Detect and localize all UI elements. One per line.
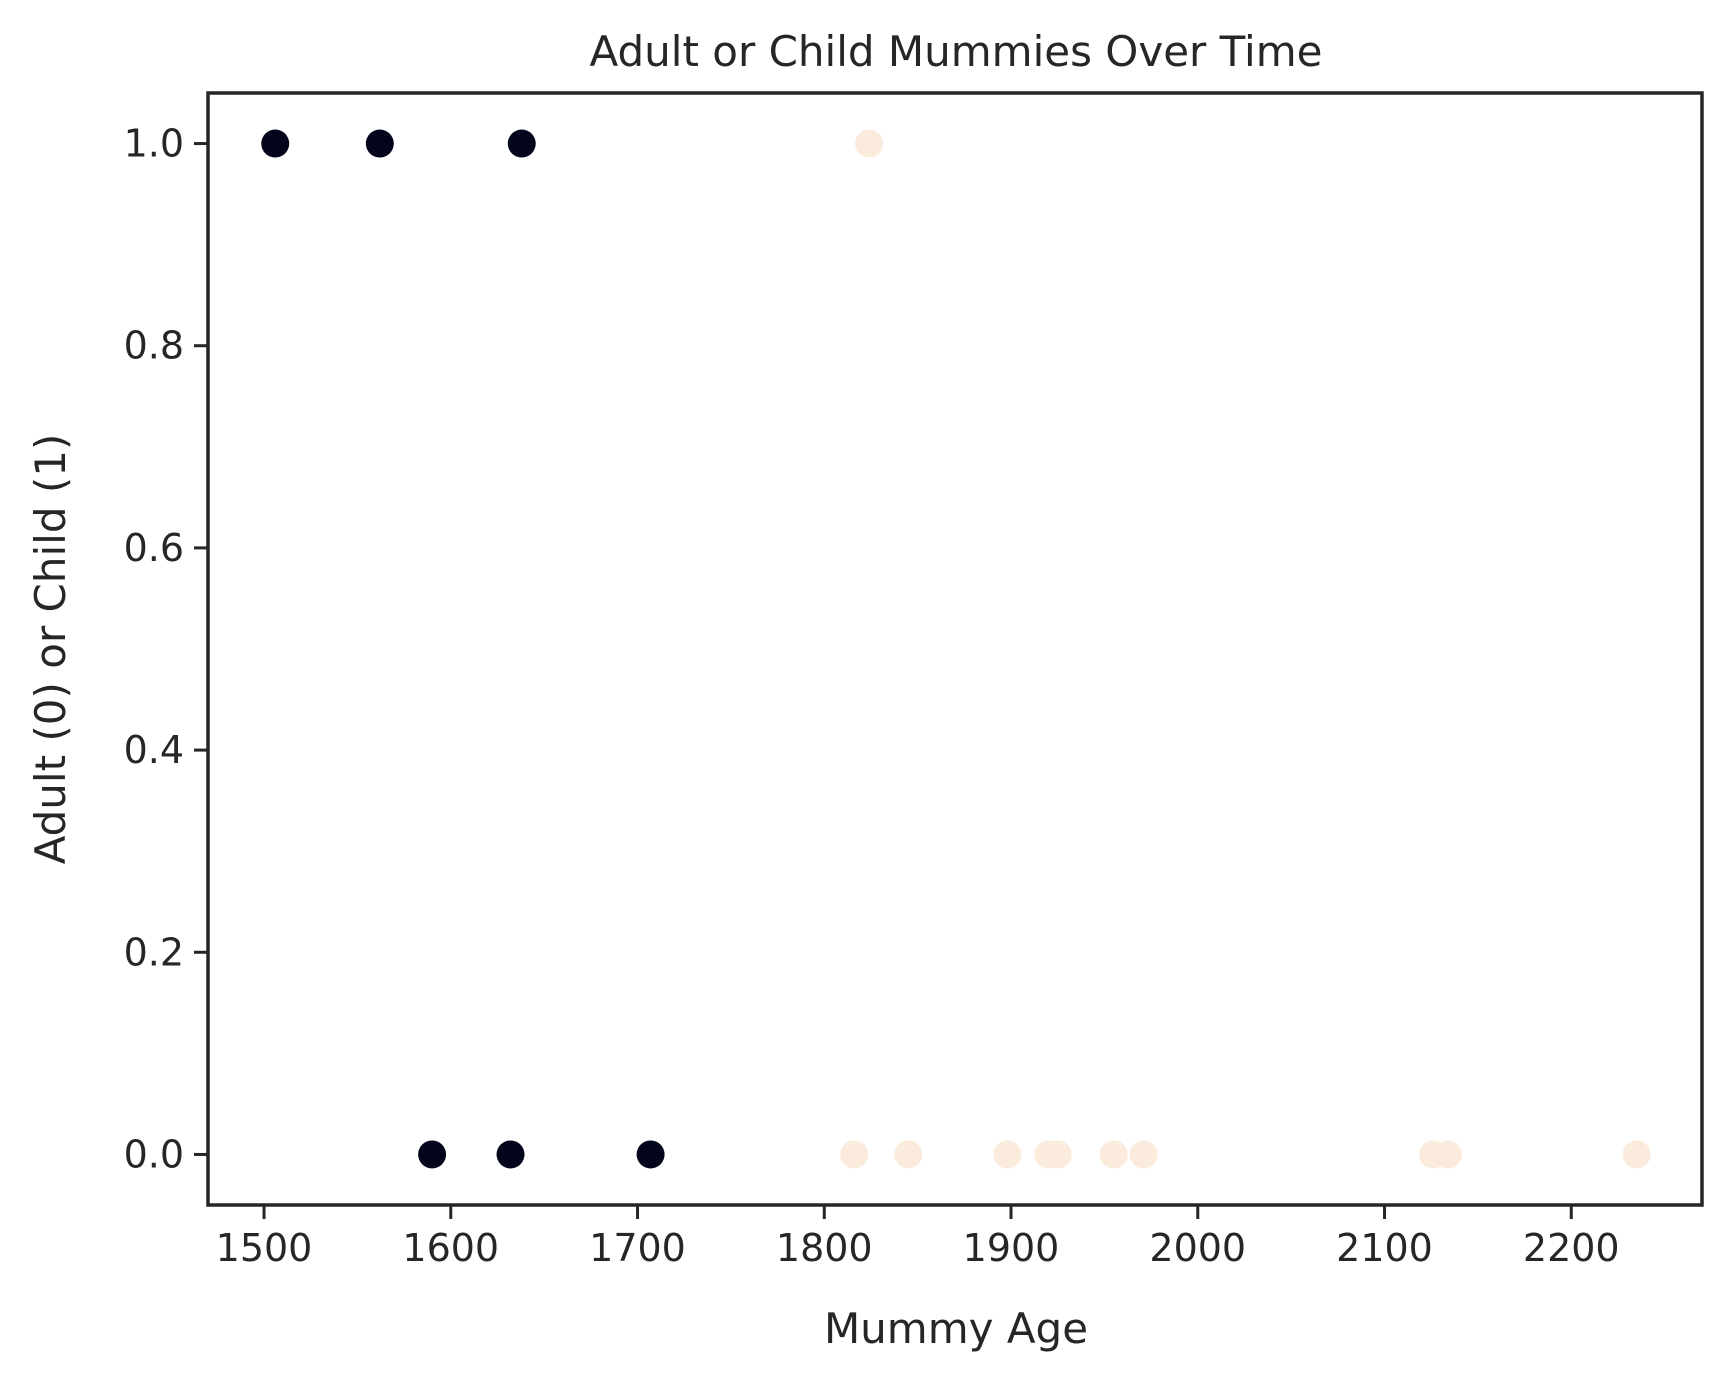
x-tick-label: 1900 (963, 1226, 1060, 1270)
x-tick-label: 2000 (1149, 1226, 1246, 1270)
data-point-s1-2 (894, 1140, 923, 1169)
data-point-s0-2 (507, 129, 536, 158)
y-tick-label: 0.8 (124, 324, 184, 368)
y-tick-label: 0.4 (124, 728, 184, 772)
y-axis: 0.0 0.2 0.4 0.6 0.8 1.0 (124, 122, 208, 1176)
data-point-s1-5 (1043, 1140, 1072, 1169)
x-tick-label: 1700 (589, 1226, 686, 1270)
data-point-s0-5 (636, 1140, 665, 1169)
data-point-s0-1 (365, 129, 394, 158)
x-tick-label: 1600 (402, 1226, 499, 1270)
y-axis-label: Adult (0) or Child (1) (26, 434, 75, 865)
data-point-s0-3 (418, 1140, 447, 1169)
x-tick-label: 1800 (776, 1226, 873, 1270)
data-point-s0-4 (496, 1140, 525, 1169)
x-tick-label: 2200 (1523, 1226, 1620, 1270)
data-point-s1-3 (993, 1140, 1022, 1169)
y-tick-label: 0.2 (124, 930, 184, 974)
data-point-s0-0 (261, 129, 290, 158)
data-points (261, 129, 1651, 1169)
y-tick-label: 0.0 (124, 1132, 184, 1176)
plot-area (206, 91, 1704, 1207)
x-axis: 1500 1600 1700 1800 1900 2000 2100 2200 (216, 1205, 1620, 1270)
data-point-s1-10 (1622, 1140, 1651, 1169)
data-point-s1-9 (1434, 1140, 1463, 1169)
x-axis-label: Mummy Age (824, 1304, 1088, 1353)
y-tick-label: 1.0 (124, 122, 184, 166)
data-point-s1-0 (855, 129, 884, 158)
x-tick-label: 1500 (216, 1226, 313, 1270)
data-point-s1-6 (1099, 1140, 1128, 1169)
y-tick-label: 0.6 (124, 526, 184, 570)
data-point-s1-1 (840, 1140, 869, 1169)
data-point-s1-7 (1129, 1140, 1158, 1169)
chart-title: Adult or Child Mummies Over Time (590, 27, 1323, 76)
x-tick-label: 2100 (1336, 1226, 1433, 1270)
